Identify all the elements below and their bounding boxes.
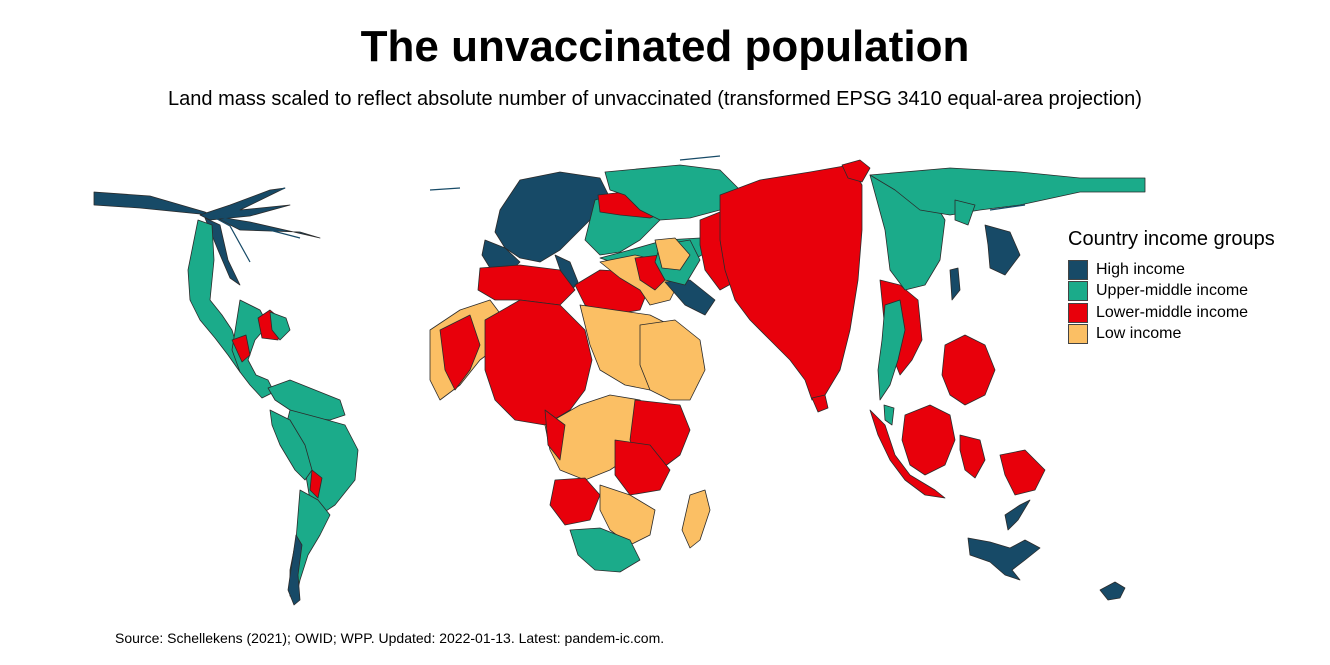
legend-item-lower-middle-income: Lower-middle income [1068, 302, 1275, 324]
gulf [664, 279, 716, 316]
maghreb [477, 264, 576, 306]
legend-swatch [1068, 259, 1088, 280]
south-africa [569, 527, 641, 573]
region-africa [429, 299, 711, 573]
ethiopia [639, 319, 706, 401]
chile-strip [287, 534, 303, 606]
legend: Country income groups High income Upper-… [1068, 228, 1275, 345]
malaysia [883, 404, 895, 426]
west-coast [439, 314, 481, 391]
legend-item-low-income: Low income [1068, 324, 1275, 346]
pacific-sliver [1004, 499, 1031, 531]
region-oceania [967, 499, 1126, 601]
chart-title: The unvaccinated population [360, 22, 970, 71]
indonesia-borneo [901, 404, 956, 476]
mozambique [599, 484, 656, 546]
taiwan [949, 267, 961, 301]
legend-item-upper-middle-income: Upper-middle income [1068, 281, 1275, 303]
region-north-america [93, 187, 321, 399]
sri-lanka [811, 394, 829, 413]
legend-label: Lower-middle income [1096, 303, 1249, 321]
kenya-tanzania [614, 439, 671, 496]
legend-swatch [1068, 302, 1088, 323]
yemen-ethiopia [654, 237, 691, 271]
chart-subtitle: Land mass scaled to reflect absolute num… [168, 88, 1142, 110]
region-south-america [267, 379, 359, 606]
arctic-lines [207, 155, 1026, 263]
peru-bolivia [269, 409, 313, 481]
australia [967, 537, 1041, 581]
papua [999, 449, 1046, 496]
region-north-africa [477, 237, 716, 316]
madagascar [681, 489, 711, 549]
indonesia-sumatra [869, 409, 946, 499]
bolivia [309, 469, 323, 499]
legend-item-high-income: High income [1068, 259, 1275, 281]
legend-label: High income [1096, 260, 1185, 278]
caribbean [269, 311, 291, 341]
legend-swatch [1068, 281, 1088, 302]
source-note: Source: Schellekens (2021); OWID; WPP. U… [115, 630, 665, 646]
legend-label: Upper-middle income [1096, 282, 1249, 300]
india [719, 164, 863, 401]
philippines-ring [941, 334, 996, 406]
new-zealand [1099, 581, 1126, 601]
region-east-asia [869, 167, 1146, 301]
region-southeast-asia [869, 299, 1046, 499]
arctic-fan [199, 187, 291, 221]
nigeria [484, 299, 593, 426]
korea-japan [984, 224, 1021, 276]
indonesia-east [959, 434, 986, 479]
mongolia [954, 199, 976, 226]
russia-east [869, 167, 1146, 216]
guatemala-honduras [231, 334, 251, 363]
angola-zambia [549, 477, 601, 526]
russia-west [604, 164, 741, 221]
legend-title: Country income groups [1068, 228, 1275, 250]
legend-swatch [1068, 324, 1088, 345]
usa-strip [204, 217, 241, 286]
uk-scandinavia [494, 171, 611, 263]
legend-label: Low income [1096, 325, 1182, 343]
horn-small [544, 409, 566, 461]
colombia-venezuela [267, 379, 346, 421]
nepal-strip [841, 159, 871, 183]
vietnam-thailand [877, 299, 906, 401]
